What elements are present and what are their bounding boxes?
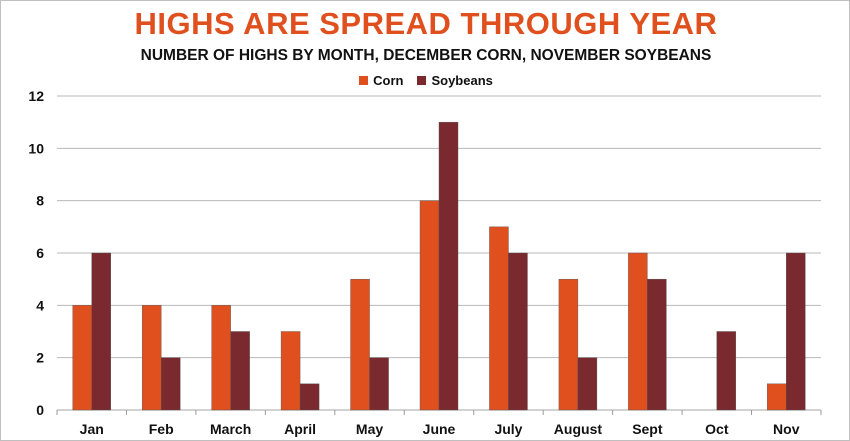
x-tick-label: August	[554, 421, 603, 437]
y-tick-label: 6	[36, 245, 44, 261]
legend-item-soybeans: Soybeans	[417, 73, 493, 88]
bar-soybeans-sept	[647, 278, 667, 411]
bar-soybeans-june	[438, 121, 459, 411]
bar-corn-june	[419, 200, 440, 411]
legend-item-corn: Corn	[359, 73, 403, 88]
y-tick-label: 10	[28, 140, 44, 156]
bar-soybeans-april	[299, 383, 320, 411]
x-tick-label: Nov	[773, 421, 800, 437]
legend-label-soybeans: Soybeans	[431, 73, 493, 88]
bar-corn-april	[280, 331, 301, 411]
x-tick-label: May	[356, 421, 383, 437]
bar-soybeans-august	[577, 357, 598, 411]
x-tick-label: Jan	[80, 421, 104, 437]
x-tick-label: March	[210, 421, 251, 437]
bar-corn-march	[211, 305, 231, 411]
bar-corn-may	[350, 278, 370, 411]
chart-title: HIGHS ARE SPREAD THROUGH YEAR	[134, 6, 718, 41]
bar-soybeans-march	[230, 331, 250, 411]
bar-corn-august	[558, 278, 579, 411]
chart-subtitle: NUMBER OF HIGHS BY MONTH, DECEMBER CORN,…	[140, 47, 712, 64]
legend-swatch-soybeans	[417, 76, 427, 85]
legend-label-corn: Corn	[373, 73, 404, 88]
bar-soybeans-oct	[716, 331, 737, 411]
bar-corn-nov	[767, 383, 787, 411]
bar-soybeans-jan	[91, 252, 111, 411]
y-tick-label: 8	[36, 193, 44, 209]
x-tick-label: April	[284, 421, 316, 437]
bar-soybeans-nov	[786, 252, 806, 411]
x-tick-label: June	[423, 421, 456, 437]
x-tick-label: July	[494, 421, 522, 437]
x-tick-label: Feb	[149, 421, 174, 437]
y-tick-label: 4	[36, 297, 44, 313]
y-tick-label: 12	[28, 88, 44, 104]
x-tick-label: Sept	[632, 421, 663, 437]
bar-soybeans-feb	[160, 357, 181, 411]
bar-corn-feb	[141, 305, 162, 411]
legend: Corn Soybeans	[1, 73, 849, 88]
bar-corn-july	[489, 226, 509, 411]
y-tick-label: 2	[36, 350, 44, 366]
legend-swatch-corn	[359, 76, 369, 85]
bar-corn-sept	[628, 252, 648, 411]
bar-corn-jan	[72, 305, 92, 411]
bar-soybeans-may	[369, 357, 389, 411]
x-tick-label: Oct	[705, 421, 729, 437]
y-tick-label: 0	[36, 402, 44, 418]
bar-soybeans-july	[508, 252, 528, 411]
